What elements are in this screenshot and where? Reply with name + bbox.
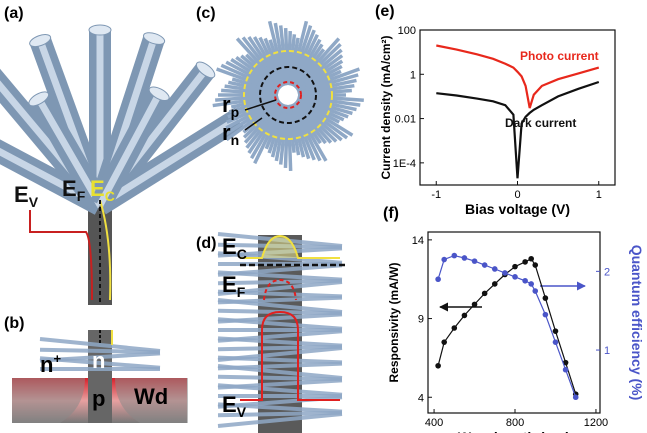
band-label: E: [14, 182, 29, 207]
panel-a: (a) EV EF EC: [0, 5, 251, 305]
figure: (a) EV EF EC (b) n+ n p Wd (c) rp rn: [0, 0, 647, 433]
data-point: [543, 312, 549, 318]
data-point: [543, 295, 549, 301]
y2-tick-label: 1: [604, 345, 610, 357]
data-point: [502, 270, 508, 276]
y-axis-label: Responsivity (mA/W): [387, 262, 401, 382]
region-label: Wd: [134, 384, 168, 409]
band-label: E: [222, 392, 237, 417]
region-label: p: [92, 386, 105, 411]
band-sub: F: [237, 284, 246, 300]
data-point: [522, 278, 528, 284]
series-label: Photo current: [520, 49, 599, 63]
x-tick-label: 0: [514, 189, 520, 201]
panel-c: (c) rp rn: [196, 5, 364, 171]
panel-label: (c): [196, 5, 216, 22]
panel-b: (b) n+ n p Wd: [4, 315, 188, 423]
data-point: [528, 281, 534, 287]
x-tick-label: 1: [596, 189, 602, 201]
band-sub: C: [237, 246, 247, 262]
data-point: [472, 302, 478, 308]
rp-ring: [275, 82, 301, 108]
data-point: [492, 266, 498, 272]
data-point: [482, 291, 488, 297]
data-point: [528, 256, 534, 262]
band-sub: F: [77, 188, 86, 204]
x-axis-label: Wavelength (nm): [458, 429, 570, 433]
region-label: n: [92, 348, 105, 373]
data-point: [512, 264, 518, 270]
y-tick-label: 9: [418, 314, 424, 326]
panel-label: (f): [383, 205, 399, 222]
series-line: [436, 82, 599, 178]
y-tick-label: 14: [412, 235, 424, 247]
x-tick-label: -1: [431, 189, 441, 201]
band-label: EV: [14, 182, 39, 210]
y-tick-label: 100: [398, 25, 416, 37]
data-point: [441, 339, 447, 345]
x-tick-label: 800: [506, 417, 524, 429]
spike: [218, 358, 342, 363]
series-line: [438, 259, 576, 394]
panel-label: (b): [4, 315, 24, 332]
radius-sub: p: [231, 104, 240, 120]
data-point: [522, 259, 528, 265]
band-label: E: [222, 272, 237, 297]
y-tick-label: 4: [418, 392, 424, 404]
y2-tick-label: 2: [604, 266, 610, 278]
data-point: [492, 281, 498, 287]
y-axis-label: Current density (mA/cm²): [379, 35, 393, 179]
band-label: E: [62, 176, 77, 201]
y-tick-label: 1E-4: [393, 158, 416, 170]
plot-frame: [428, 232, 600, 413]
band-sub: V: [29, 194, 39, 210]
data-point: [452, 253, 458, 259]
data-point: [435, 276, 441, 282]
x-axis-label: Bias voltage (V): [465, 201, 570, 217]
data-point: [462, 313, 468, 319]
region-label: n+: [40, 351, 61, 377]
data-point: [472, 258, 478, 264]
data-point: [452, 325, 458, 331]
data-point: [512, 274, 518, 280]
y-tick-label: 0.01: [395, 114, 416, 126]
series-label: Dark current: [505, 116, 576, 130]
data-point: [573, 394, 579, 400]
region-sup: +: [53, 351, 61, 366]
data-point: [532, 262, 538, 268]
data-point: [563, 367, 569, 373]
y-tick-label: 1: [410, 69, 416, 81]
ev-band: [30, 210, 92, 300]
nanowire-cap: [89, 25, 111, 35]
band-sub: V: [237, 404, 247, 420]
radius-sub: n: [231, 132, 240, 148]
band-label: E: [222, 234, 237, 259]
panel-label: (d): [196, 235, 216, 252]
nanowire-fan: [0, 25, 251, 205]
series-line: [438, 256, 576, 398]
panel-label: (e): [375, 3, 395, 20]
region-label: n: [40, 352, 53, 377]
data-point: [435, 363, 441, 369]
y2-axis-label: Quantum efficiency (%): [629, 245, 645, 401]
data-point: [441, 257, 447, 263]
data-point: [532, 288, 538, 294]
panel-label: (a): [4, 5, 24, 22]
x-tick-label: 1200: [584, 417, 608, 429]
band-label: EF: [222, 272, 246, 300]
radial-wires: [213, 21, 364, 171]
data-point: [553, 339, 559, 345]
data-point: [553, 328, 559, 334]
band-sub: C: [105, 188, 115, 204]
band-label: E: [90, 176, 105, 201]
spike: [218, 377, 342, 379]
data-point: [462, 255, 468, 261]
data-point: [482, 262, 488, 268]
x-tick-label: 400: [425, 417, 443, 429]
panel-d: (d) EC EF EV: [196, 234, 345, 433]
